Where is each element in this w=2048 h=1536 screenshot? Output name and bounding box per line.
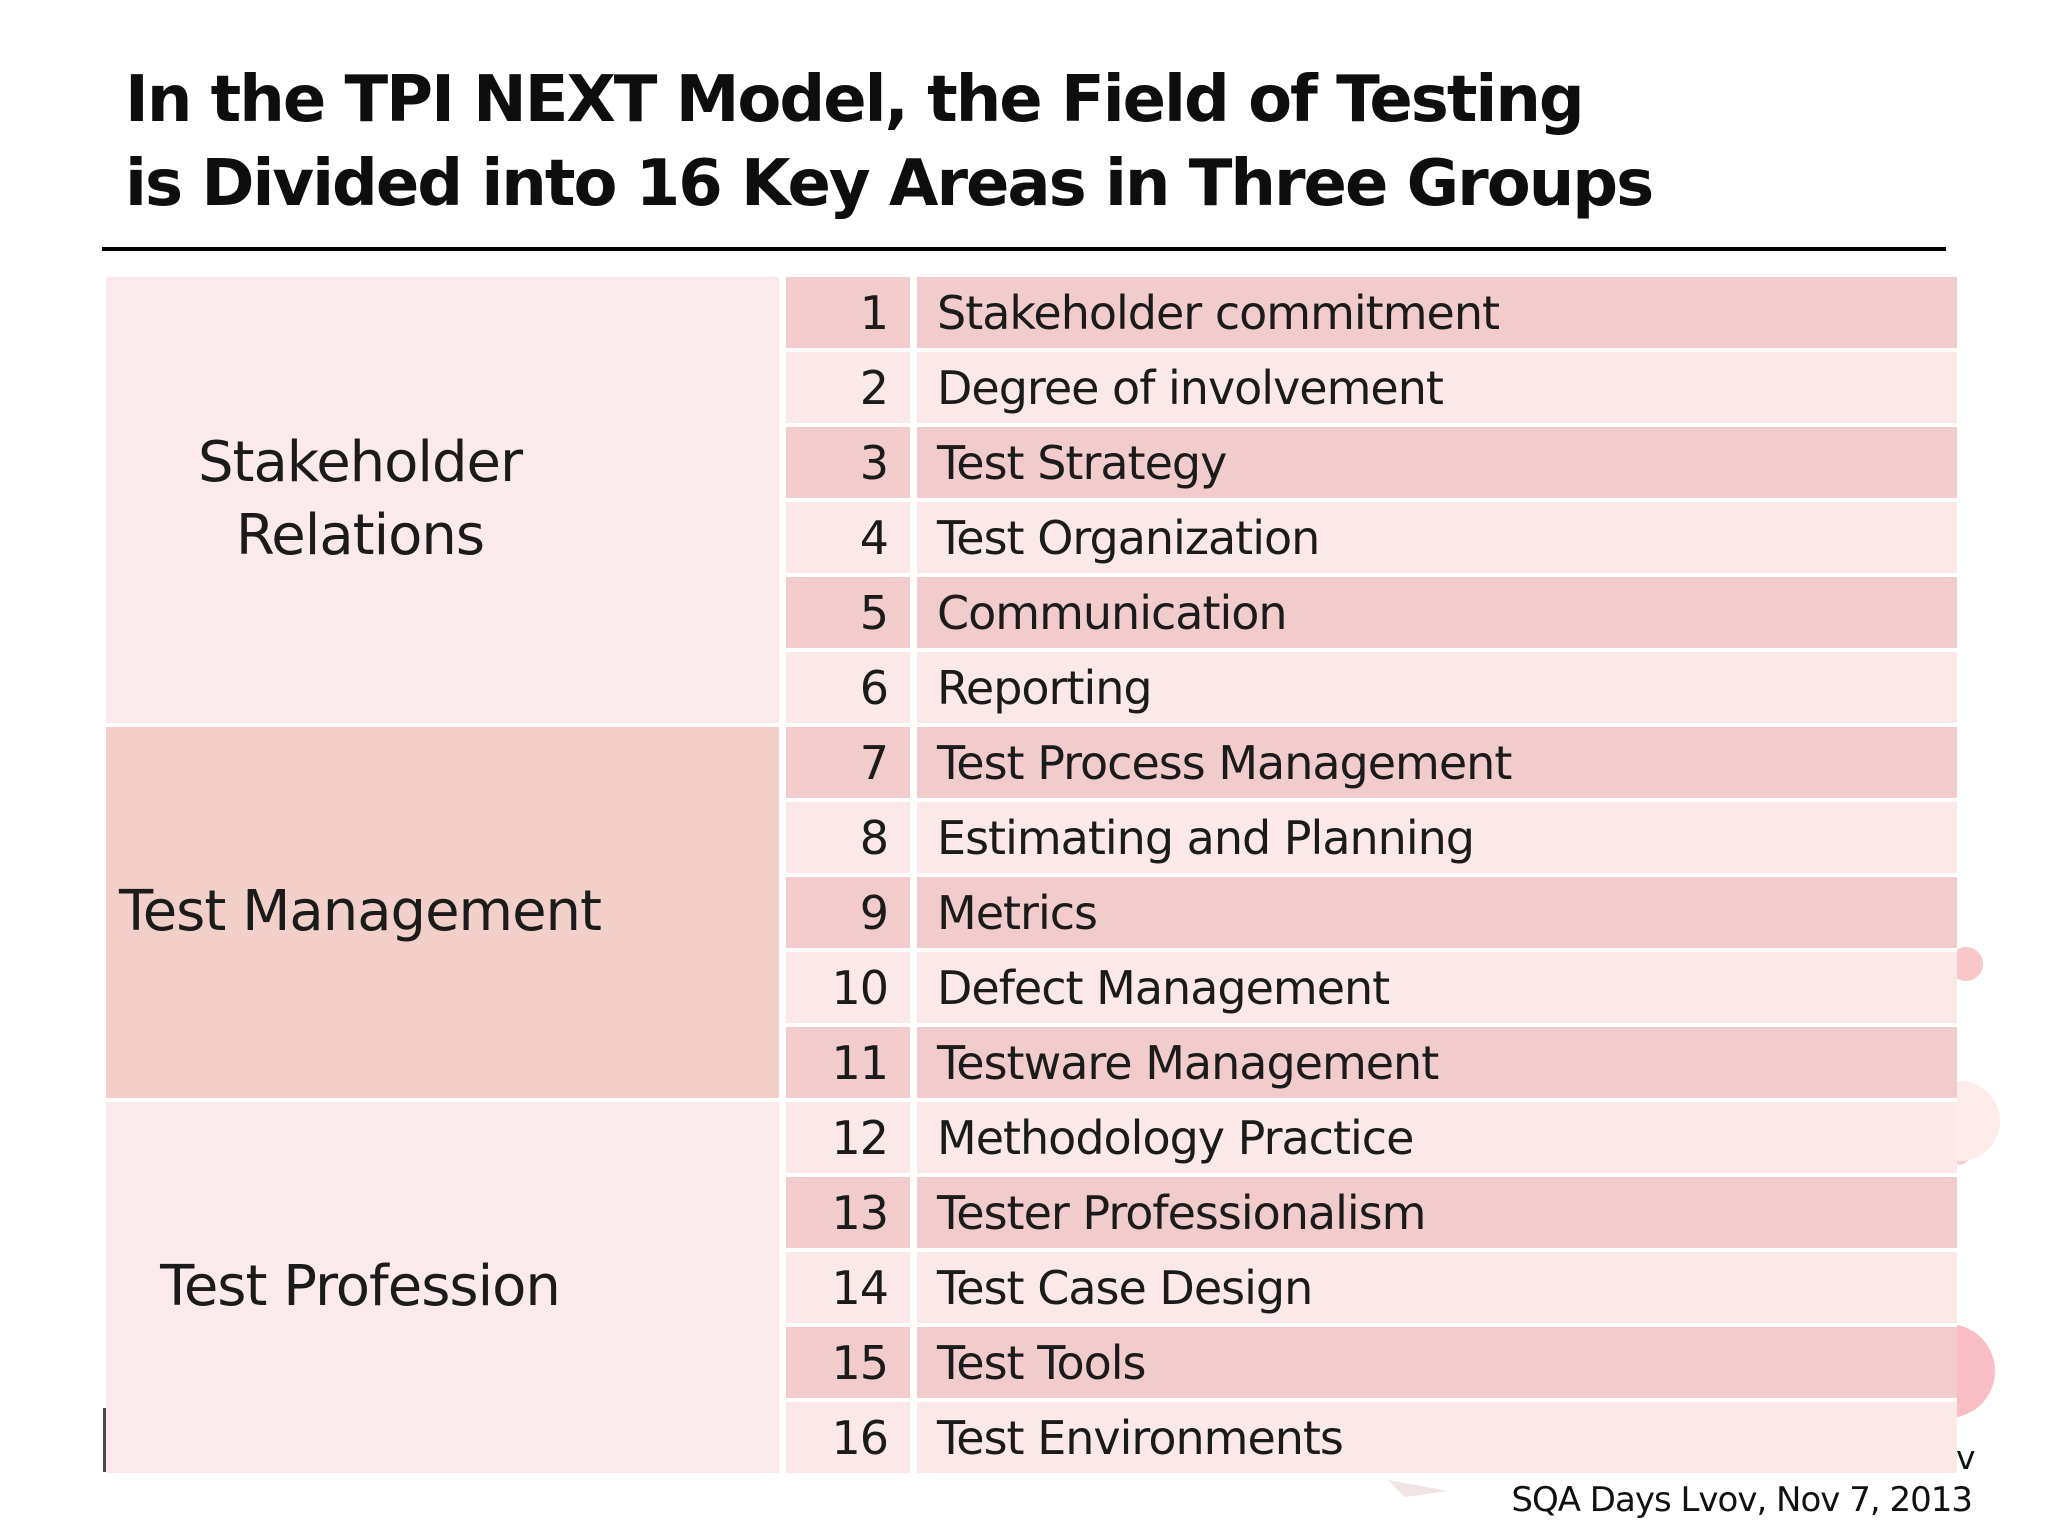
- row-label-cell: Metrics: [917, 877, 1957, 948]
- row-label-cell: Test Strategy: [917, 427, 1957, 498]
- row-number-cell: 15: [786, 1327, 910, 1398]
- row-number-cell: 8: [786, 802, 910, 873]
- slide-title: In the TPI NEXT Model, the Field of Test…: [125, 58, 1654, 226]
- row-number-cell: 16: [786, 1402, 910, 1473]
- footer-credit: SQA Days Lvov, Nov 7, 2013: [1511, 1480, 1973, 1520]
- decorative-circles: [1957, 900, 2048, 1460]
- group-cell-stakeholder-relations: Stakeholder Relations: [106, 277, 779, 723]
- decorative-circle: [1957, 1081, 2000, 1161]
- row-label-cell: Defect Management: [917, 952, 1957, 1023]
- row-number-cell: 7: [786, 727, 910, 798]
- slide-title-line1: In the TPI NEXT Model, the Field of Test…: [125, 63, 1585, 137]
- row-label-cell: Test Organization: [917, 502, 1957, 573]
- decorative-circle: [1957, 1143, 1970, 1165]
- row-number-cell: 5: [786, 577, 910, 648]
- row-label-cell: Methodology Practice: [917, 1102, 1957, 1173]
- row-number-cell: 3: [786, 427, 910, 498]
- row-number-cell: 13: [786, 1177, 910, 1248]
- row-label-cell: Tester Professionalism: [917, 1177, 1957, 1248]
- row-number-cell: 12: [786, 1102, 910, 1173]
- row-label-cell: Testware Management: [917, 1027, 1957, 1098]
- artifact-wedge: [1388, 1480, 1448, 1497]
- row-number-cell: 6: [786, 652, 910, 723]
- row-number-cell: 1: [786, 277, 910, 348]
- row-label-cell: Degree of involvement: [917, 352, 1957, 423]
- slide-title-line2: is Divided into 16 Key Areas in Three Gr…: [125, 147, 1654, 221]
- row-label-cell: Stakeholder commitment: [917, 277, 1957, 348]
- row-label-cell: Test Tools: [917, 1327, 1957, 1398]
- group-cell-test-management: Test Management: [106, 727, 779, 1098]
- row-label-cell: Communication: [917, 577, 1957, 648]
- key-areas-table: Stakeholder Relations 1 Stakeholder commit…: [106, 277, 1957, 1473]
- title-underline: [102, 247, 1946, 251]
- row-label-cell: Estimating and Planning: [917, 802, 1957, 873]
- row-number-cell: 2: [786, 352, 910, 423]
- row-label-cell: Test Case Design: [917, 1252, 1957, 1323]
- stray-character: v: [1956, 1438, 1976, 1477]
- row-number-cell: 9: [786, 877, 910, 948]
- group-cell-test-profession: Test Profession: [106, 1102, 779, 1473]
- row-number-cell: 14: [786, 1252, 910, 1323]
- row-number-cell: 10: [786, 952, 910, 1023]
- row-label-cell: Test Process Management: [917, 727, 1957, 798]
- row-number-cell: 4: [786, 502, 910, 573]
- decorative-circle: [1957, 947, 1983, 981]
- row-label-cell: Reporting: [917, 652, 1957, 723]
- row-label-cell: Test Environments: [917, 1402, 1957, 1473]
- row-number-cell: 11: [786, 1027, 910, 1098]
- decorative-circle: [1957, 1324, 1995, 1418]
- artifact-line: [103, 1408, 106, 1472]
